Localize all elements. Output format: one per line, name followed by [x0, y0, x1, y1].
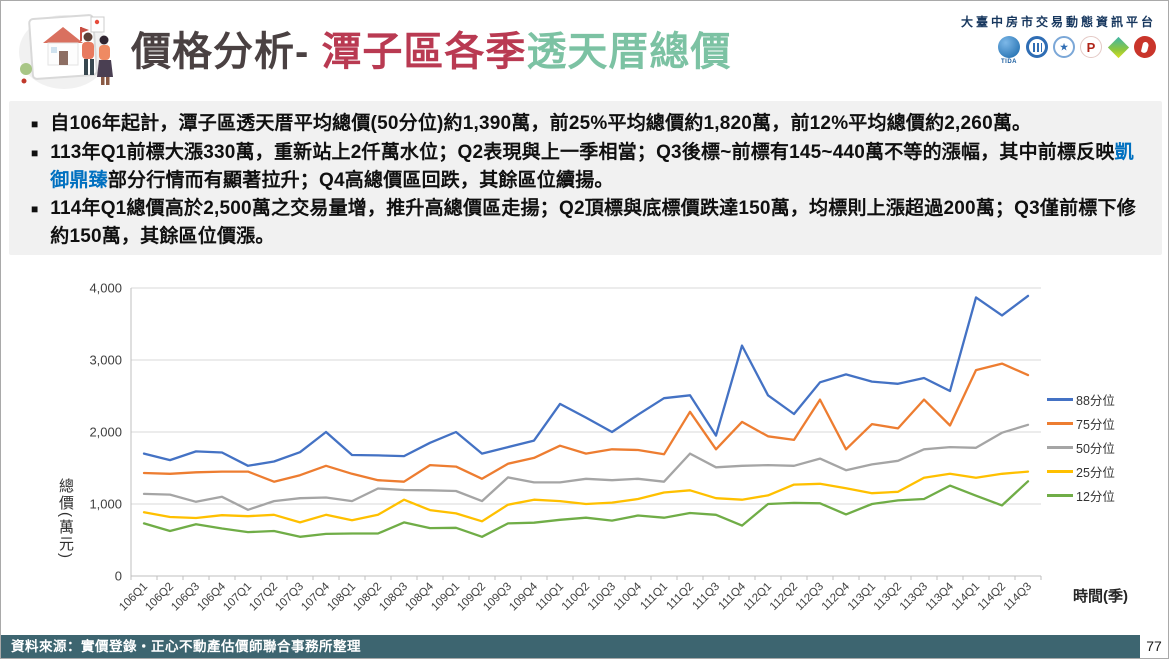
y-tick-label: 4,000 [89, 281, 122, 296]
x-tick-label: 106Q1 [117, 581, 150, 614]
badge-logo-icon: ★ [1053, 36, 1075, 58]
x-tick-label: 114Q2 [976, 581, 1008, 613]
bullet-text: 113年Q1前標大漲330萬，重新站上2仟萬水位；Q2表現與上一季相當；Q3後標… [50, 142, 1134, 191]
bullet-text: 114年Q1總價高於2,500萬之交易量增，推升高總價區走揚；Q2頂標與底標價跌… [50, 198, 1136, 247]
legend-item: 12分位 [1047, 488, 1115, 504]
y-axis-title: 總價(萬元) [57, 478, 74, 560]
title-segment-district: 潭子區各季 [321, 30, 527, 74]
x-tick-label: 113Q1 [846, 581, 878, 613]
x-tick-label: 113Q4 [924, 580, 957, 613]
legend-label: 50分位 [1076, 441, 1115, 456]
page-title: 價格分析- 潭子區各季透天厝總價 [131, 19, 731, 77]
ctresa-logo-icon [1134, 36, 1156, 58]
series-line-25分位 [142, 470, 1030, 524]
x-tick-label: 111Q2 [664, 581, 696, 613]
x-tick-label: 109Q2 [455, 581, 488, 614]
legend-item: 88分位 [1047, 392, 1115, 408]
x-tick-label: 110Q4 [612, 580, 645, 613]
title-segment-main: 價格分析- [131, 30, 322, 74]
x-tick-label: 113Q2 [872, 581, 904, 613]
x-tick-label: 109Q3 [481, 581, 514, 614]
chart-legend: 88分位 75分位 50分位 25分位 12分位 [1047, 392, 1115, 512]
x-tick-label: 110Q2 [560, 581, 592, 613]
x-tick-label: 111Q3 [690, 581, 722, 613]
platform-block: 大臺中房市交易動態資訊平台 TIDA ★ P [961, 13, 1156, 65]
x-tick-label: 108Q1 [325, 581, 358, 614]
title-segment-subject: 透天厝總價 [526, 30, 732, 74]
association-logo-icon [1026, 36, 1048, 58]
legend-label: 12分位 [1076, 489, 1115, 504]
x-tick-label: 114Q3 [1002, 581, 1034, 613]
x-tick-label: 112Q3 [794, 581, 826, 613]
x-tick-label: 111Q1 [638, 581, 670, 613]
legend-item: 50分位 [1047, 440, 1115, 456]
x-tick-label: 108Q3 [377, 581, 410, 614]
legend-label: 75分位 [1076, 417, 1115, 432]
legend-line-swatch [1047, 493, 1073, 497]
series-line-75分位 [142, 362, 1030, 483]
legend-line-swatch [1047, 397, 1073, 401]
x-tick-label: 112Q1 [742, 581, 774, 613]
chart-svg: 01,0002,0003,0004,000106Q1106Q2106Q3106Q… [89, 281, 1042, 614]
x-tick-label: 112Q2 [768, 581, 800, 613]
y-tick-label: 1,000 [89, 497, 122, 512]
price-line-chart: 0 1,000 2,000 3,000 4,000 106Q1 106Q2 106Q3 106Q… [1, 256, 1168, 634]
diamond-logo-icon [1107, 36, 1129, 58]
legend-line-swatch [1047, 421, 1073, 425]
legend-item: 75分位 [1047, 416, 1115, 432]
x-tick-label: 110Q3 [586, 581, 618, 613]
bullet-marker: ■ [31, 117, 39, 131]
x-tick-label: 107Q3 [273, 581, 306, 614]
x-tick-label: 110Q1 [534, 581, 566, 613]
x-tick-label: 113Q3 [898, 581, 930, 613]
page-number: 77 [1140, 635, 1168, 658]
source-text: 資料來源：實價登錄‧正心不動產估價師聯合事務所整理 [11, 639, 361, 654]
x-axis-title: 時間(季) [1073, 588, 1128, 605]
bullet-item: ■ 自106年起計，潭子區透天厝平均總價(50分位)約1,390萬，前25%平均… [31, 110, 1144, 138]
red-p-logo-icon: P [1080, 36, 1102, 58]
bullet-text: 自106年起計，潭子區透天厝平均總價(50分位)約1,390萬，前25%平均總價… [50, 113, 1032, 134]
legend-line-swatch [1047, 469, 1073, 473]
x-tick-label: 106Q3 [169, 581, 202, 614]
series-line-50分位 [142, 423, 1030, 511]
series-line-88分位 [142, 294, 1030, 467]
x-tick-label: 107Q1 [221, 581, 254, 614]
x-tick-label: 109Q4 [507, 580, 540, 613]
header: 價格分析- 潭子區各季透天厝總價 大臺中房市交易動態資訊平台 TIDA ★ P [1, 1, 1168, 99]
bullet-marker: ■ [31, 202, 39, 216]
bullet-item: ■ 113年Q1前標大漲330萬，重新站上2仟萬水位；Q2表現與上一季相當；Q3… [31, 139, 1144, 194]
project-name-highlight: 凱御鼎臻 [50, 142, 1134, 191]
platform-name: 大臺中房市交易動態資訊平台 [960, 15, 1156, 29]
y-tick-label: 3,000 [89, 353, 122, 368]
legend-label: 25分位 [1076, 465, 1115, 480]
y-tick-label: 0 [115, 569, 122, 584]
x-tick-label: 109Q1 [429, 581, 462, 614]
y-tick-label: 2,000 [89, 425, 122, 440]
summary-panel: ■ 自106年起計，潭子區透天厝平均總價(50分位)約1,390萬，前25%平均… [9, 101, 1162, 255]
x-tick-label: 112Q4 [820, 580, 853, 613]
bullet-marker: ■ [31, 146, 39, 160]
x-tick-label: 106Q2 [143, 581, 176, 614]
x-tick-label: 108Q2 [351, 581, 384, 614]
header-illustration-icon [19, 14, 113, 89]
logo-row: TIDA ★ P [961, 36, 1156, 65]
series-line-12分位 [142, 480, 1030, 538]
legend-item: 25分位 [1047, 464, 1115, 480]
tida-logo-icon: TIDA [997, 36, 1021, 65]
x-tick-label: 114Q1 [950, 581, 982, 613]
source-bar: 資料來源：實價登錄‧正心不動產估價師聯合事務所整理 [1, 635, 1141, 658]
legend-label: 88分位 [1076, 393, 1115, 408]
legend-line-swatch [1047, 445, 1073, 449]
bullet-item: ■ 114年Q1總價高於2,500萬之交易量增，推升高總價區走揚；Q2頂標與底標… [31, 195, 1144, 250]
x-tick-label: 107Q2 [247, 581, 280, 614]
